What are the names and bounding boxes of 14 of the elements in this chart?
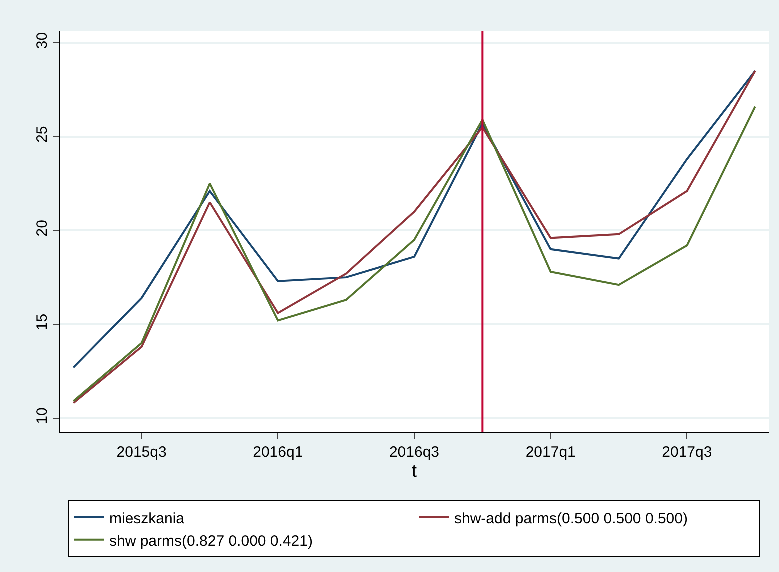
x-tick-label: 2015q3: [116, 444, 167, 461]
y-tick-label: 20: [34, 220, 51, 237]
x-tick-label: 2016q1: [253, 444, 304, 461]
legend-label: shw-add parms(0.500 0.500 0.500): [454, 510, 688, 528]
y-tick-label: 25: [34, 126, 51, 143]
x-tick-label: 2017q3: [662, 444, 712, 461]
legend-label: shw parms(0.827 0.000 0.421): [110, 532, 313, 550]
y-tick-label: 15: [34, 314, 51, 331]
x-axis-title: t: [412, 461, 418, 481]
legend-label: mieszkania: [110, 510, 186, 528]
x-tick-label: 2017q1: [526, 444, 576, 461]
y-tick-label: 30: [34, 32, 51, 50]
x-tick-label: 2016q3: [389, 444, 440, 461]
y-tick-label: 10: [34, 408, 51, 424]
